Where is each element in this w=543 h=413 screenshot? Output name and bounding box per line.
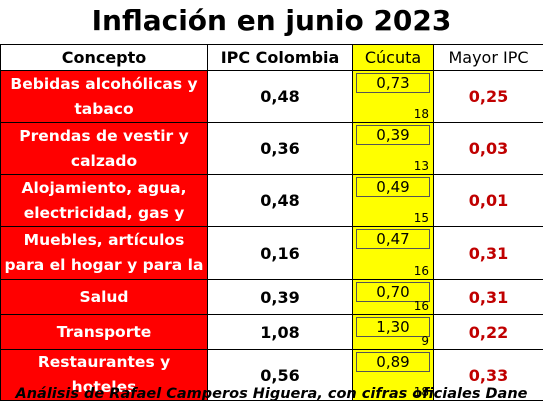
cucuta-cell: 0,39 13 bbox=[352, 122, 434, 175]
title: Inflación en junio 2023 bbox=[91, 4, 452, 37]
cucuta-rank: 16 bbox=[413, 299, 429, 313]
ipc-colombia-cell: 0,36 bbox=[207, 122, 353, 175]
ipc-colombia-cell: 0,48 bbox=[207, 174, 353, 227]
cucuta-rank: 15 bbox=[413, 211, 429, 225]
table-body: Bebidas alcohólicas y tabaco 0,48 0,73 18 0,… bbox=[0, 70, 543, 401]
cucuta-value: 0,39 bbox=[356, 125, 430, 145]
cucuta-cell: 0,47 16 bbox=[352, 226, 434, 280]
concept-cell: Muebles, artículos para el hogar y para … bbox=[0, 226, 208, 280]
ipc-colombia-cell: 0,16 bbox=[207, 226, 353, 280]
ipc-colombia-cell: 0,56 bbox=[207, 349, 353, 401]
table-row: Bebidas alcohólicas y tabaco 0,48 0,73 18 0,… bbox=[0, 70, 543, 123]
cucuta-value: 0,47 bbox=[356, 229, 430, 249]
cucuta-cell: 0,73 18 bbox=[352, 70, 434, 123]
cucuta-cell: 0,89 18 bbox=[352, 349, 434, 401]
header-cell: Mayor IPC bbox=[433, 44, 543, 71]
cucuta-cell: 0,49 15 bbox=[352, 174, 434, 227]
cucuta-rank: 16 bbox=[413, 264, 429, 278]
cucuta-value: 0,73 bbox=[356, 73, 430, 93]
header-row: Concepto IPC Colombia Cúcuta Mayor IPC bbox=[0, 44, 543, 71]
cucuta-value: 0,49 bbox=[356, 177, 430, 197]
mayor-ipc-cell: 0,25 bbox=[433, 70, 543, 123]
header-cell: Cúcuta bbox=[352, 44, 434, 71]
table-row: Restaurantes y hoteles 0,56 0,89 18 0,33 bbox=[0, 349, 543, 401]
mayor-ipc-cell: 0,31 bbox=[433, 226, 543, 280]
concept-cell: Alojamiento, agua, electricidad, gas y bbox=[0, 174, 208, 227]
cucuta-cell: 0,70 16 bbox=[352, 279, 434, 315]
cucuta-value: 0,89 bbox=[356, 352, 430, 372]
concept-cell: Prendas de vestir y calzado bbox=[0, 122, 208, 175]
ipc-colombia-cell: 0,48 bbox=[207, 70, 353, 123]
mayor-ipc-cell: 0,03 bbox=[433, 122, 543, 175]
cucuta-rank: 9 bbox=[421, 334, 429, 348]
cucuta-rank: 18 bbox=[413, 107, 429, 121]
concept-cell: Salud bbox=[0, 279, 208, 315]
ipc-colombia-cell: 0,39 bbox=[207, 279, 353, 315]
mayor-ipc-cell: 0,33 bbox=[433, 349, 543, 401]
footer: Análisis de Rafael Camperos Higuera, con… bbox=[15, 386, 528, 402]
header-cell: Concepto bbox=[0, 44, 208, 71]
cucuta-value: 1,30 bbox=[356, 317, 430, 337]
cucuta-rank: 18 bbox=[413, 385, 429, 399]
table-row: Salud 0,39 0,70 16 0,31 bbox=[0, 279, 543, 315]
table-row: Transporte 1,08 1,30 9 0,22 bbox=[0, 314, 543, 350]
concept-cell: Bebidas alcohólicas y tabaco bbox=[0, 70, 208, 123]
table-row: Alojamiento, agua, electricidad, gas y 0,… bbox=[0, 174, 543, 227]
cucuta-cell: 1,30 9 bbox=[352, 314, 434, 350]
mayor-ipc-cell: 0,31 bbox=[433, 279, 543, 315]
mayor-ipc-cell: 0,22 bbox=[433, 314, 543, 350]
cucuta-value: 0,70 bbox=[356, 282, 430, 302]
table-row: Prendas de vestir y calzado 0,36 0,39 13 0,0… bbox=[0, 122, 543, 175]
table-row: Muebles, artículos para el hogar y para … bbox=[0, 226, 543, 280]
header-cell: IPC Colombia bbox=[207, 44, 353, 71]
concept-cell: Transporte bbox=[0, 314, 208, 350]
cucuta-rank: 13 bbox=[413, 159, 429, 173]
table: Concepto IPC Colombia Cúcuta Mayor IPC Bebi… bbox=[0, 44, 543, 401]
ipc-colombia-cell: 1,08 bbox=[207, 314, 353, 350]
mayor-ipc-cell: 0,01 bbox=[433, 174, 543, 227]
concept-cell: Restaurantes y hoteles bbox=[0, 349, 208, 401]
